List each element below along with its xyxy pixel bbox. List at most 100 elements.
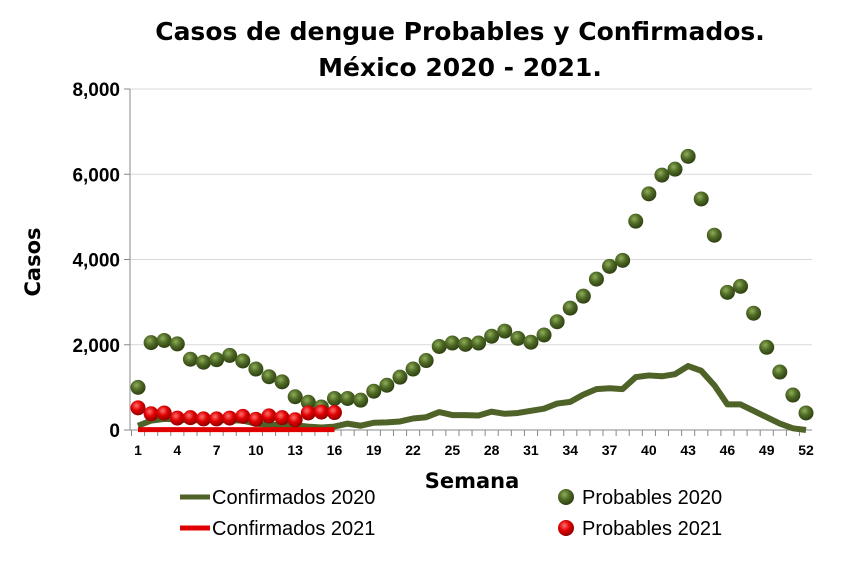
point-probables-2020 bbox=[431, 338, 447, 354]
point-probables-2020 bbox=[772, 364, 788, 380]
point-probables-2020 bbox=[366, 383, 382, 399]
legend-label: Confirmados 2020 bbox=[212, 487, 375, 509]
point-probables-2020 bbox=[340, 390, 356, 406]
point-probables-2020 bbox=[693, 191, 709, 207]
point-probables-2020 bbox=[457, 336, 473, 352]
point-probables-2020 bbox=[615, 252, 631, 268]
point-probables-2020 bbox=[536, 327, 552, 343]
point-probables-2020 bbox=[248, 361, 264, 377]
point-probables-2021 bbox=[274, 410, 290, 426]
point-probables-2021 bbox=[143, 406, 159, 422]
point-probables-2021 bbox=[235, 408, 251, 424]
point-probables-2020 bbox=[326, 390, 342, 406]
point-probables-2021 bbox=[300, 405, 316, 421]
point-probables-2020 bbox=[575, 288, 591, 304]
x-tick-label: 4 bbox=[173, 442, 181, 458]
y-tick-label: 6,000 bbox=[72, 165, 120, 186]
point-probables-2020 bbox=[733, 278, 749, 294]
point-probables-2021 bbox=[287, 412, 303, 428]
y-tick-label: 2,000 bbox=[72, 336, 120, 357]
point-probables-2020 bbox=[379, 377, 395, 393]
point-probables-2020 bbox=[261, 369, 277, 385]
chart-title-line2: México 2020 - 2021. bbox=[318, 53, 602, 82]
point-probables-2020 bbox=[759, 339, 775, 355]
y-tick-label: 8,000 bbox=[72, 80, 120, 101]
x-tick-label: 1 bbox=[134, 442, 142, 458]
x-tick-label: 13 bbox=[287, 442, 303, 458]
point-probables-2020 bbox=[195, 354, 211, 370]
x-tick-label: 7 bbox=[213, 442, 221, 458]
x-tick-label: 28 bbox=[484, 442, 500, 458]
point-probables-2020 bbox=[143, 335, 159, 351]
x-tick-label: 46 bbox=[720, 442, 736, 458]
point-probables-2020 bbox=[392, 369, 408, 385]
x-tick-label: 34 bbox=[562, 442, 578, 458]
point-probables-2020 bbox=[510, 330, 526, 346]
legend-swatch-probables-2020 bbox=[558, 489, 574, 505]
point-probables-2020 bbox=[798, 405, 814, 421]
point-probables-2020 bbox=[588, 271, 604, 287]
point-probables-2020 bbox=[549, 314, 565, 330]
point-probables-2020 bbox=[156, 332, 172, 348]
point-probables-2020 bbox=[418, 353, 434, 369]
legend-label: Probables 2020 bbox=[582, 487, 722, 509]
point-probables-2020 bbox=[169, 336, 185, 352]
x-tick-label: 40 bbox=[641, 442, 657, 458]
point-probables-2020 bbox=[654, 167, 670, 183]
point-probables-2020 bbox=[641, 186, 657, 202]
point-probables-2020 bbox=[182, 351, 198, 367]
point-probables-2020 bbox=[667, 161, 683, 177]
chart-title-line1: Casos de dengue Probables y Confirmados. bbox=[155, 17, 765, 46]
legend-swatch-probables-2021 bbox=[558, 520, 574, 536]
point-probables-2020 bbox=[562, 300, 578, 316]
point-probables-2020 bbox=[523, 334, 539, 350]
y-tick-label: 0 bbox=[109, 421, 120, 442]
y-tick-label: 4,000 bbox=[72, 251, 120, 272]
point-probables-2020 bbox=[471, 335, 487, 351]
point-probables-2021 bbox=[169, 410, 185, 426]
x-tick-label: 37 bbox=[602, 442, 618, 458]
x-tick-label: 31 bbox=[523, 442, 539, 458]
point-probables-2021 bbox=[130, 400, 146, 416]
x-tick-label: 19 bbox=[366, 442, 382, 458]
x-tick-label: 49 bbox=[759, 442, 775, 458]
point-probables-2021 bbox=[195, 411, 211, 427]
x-tick-label: 16 bbox=[327, 442, 343, 458]
point-probables-2020 bbox=[274, 374, 290, 390]
legend-label: Probables 2021 bbox=[582, 518, 722, 540]
point-probables-2021 bbox=[156, 405, 172, 421]
point-probables-2021 bbox=[261, 408, 277, 424]
x-tick-label: 25 bbox=[445, 442, 461, 458]
point-probables-2021 bbox=[313, 404, 329, 420]
x-tick-label: 43 bbox=[680, 442, 696, 458]
x-axis-label: Semana bbox=[425, 469, 520, 493]
point-probables-2020 bbox=[405, 361, 421, 377]
point-probables-2020 bbox=[706, 227, 722, 243]
point-probables-2020 bbox=[444, 335, 460, 351]
point-probables-2020 bbox=[484, 328, 500, 344]
series-probables-2020 bbox=[130, 148, 814, 421]
x-tick-label: 22 bbox=[405, 442, 421, 458]
point-probables-2020 bbox=[628, 213, 644, 229]
point-probables-2021 bbox=[326, 405, 342, 421]
x-tick-label: 52 bbox=[798, 442, 814, 458]
point-probables-2020 bbox=[785, 387, 801, 403]
point-probables-2020 bbox=[300, 394, 316, 410]
point-probables-2021 bbox=[209, 411, 225, 427]
point-probables-2020 bbox=[602, 258, 618, 274]
point-probables-2021 bbox=[222, 410, 238, 426]
x-tick-label: 10 bbox=[248, 442, 264, 458]
point-probables-2021 bbox=[182, 410, 198, 426]
series-probables-2021 bbox=[130, 400, 342, 428]
point-probables-2020 bbox=[497, 323, 513, 339]
y-axis-label: Casos bbox=[21, 227, 45, 296]
point-probables-2020 bbox=[222, 347, 238, 363]
legend-label: Confirmados 2021 bbox=[212, 518, 375, 540]
point-probables-2020 bbox=[746, 305, 762, 321]
point-probables-2021 bbox=[248, 411, 264, 427]
point-probables-2020 bbox=[719, 284, 735, 300]
point-probables-2020 bbox=[235, 353, 251, 369]
point-probables-2020 bbox=[287, 389, 303, 405]
point-probables-2020 bbox=[353, 392, 369, 408]
